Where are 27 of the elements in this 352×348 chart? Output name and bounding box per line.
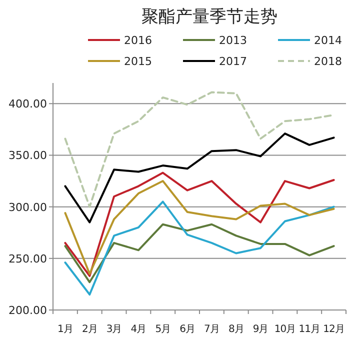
y-tick-label: 350.00 <box>8 149 47 162</box>
x-tick-label: 5月 <box>155 324 171 335</box>
x-tick-label: 6月 <box>180 324 195 335</box>
line-series <box>64 223 335 284</box>
x-tick-label: 11月 <box>298 324 320 335</box>
x-tick-label: 3月 <box>106 324 122 335</box>
y-tick-label: 250.00 <box>8 252 47 266</box>
legend-label: 2015 <box>124 55 152 68</box>
x-tick-label: 1月 <box>58 324 73 335</box>
line-series <box>64 132 335 224</box>
x-tick-label: 9月 <box>252 324 268 335</box>
chart-title: 聚酯产量季节走势 <box>142 7 278 27</box>
y-tick-label: 200.00 <box>8 304 47 317</box>
x-tick-label: 4月 <box>130 324 146 335</box>
x-tick-label: 2月 <box>82 324 98 335</box>
legend-label: 2017 <box>219 55 247 68</box>
x-tick-label: 10月 <box>274 324 296 335</box>
legend-label: 2014 <box>314 34 342 47</box>
y-tick-label: 300.00 <box>8 200 47 214</box>
x-tick-label: 7月 <box>204 324 220 335</box>
y-tick-label: 400.00 <box>8 98 47 111</box>
x-tick-label: 12月 <box>323 324 344 335</box>
legend-label: 2013 <box>219 34 247 47</box>
legend-label: 2016 <box>124 34 152 47</box>
x-tick-label: 8月 <box>228 324 244 335</box>
line-series <box>64 200 335 296</box>
legend-label: 2018 <box>314 55 342 68</box>
